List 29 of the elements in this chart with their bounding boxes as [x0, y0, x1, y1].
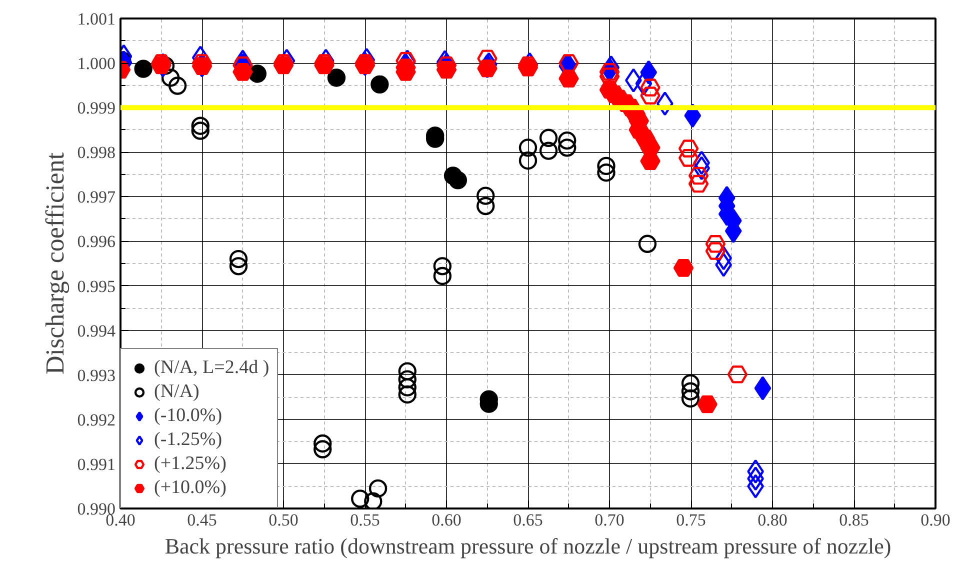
y-tick-label: 0.999 [77, 98, 116, 118]
y-tick-label: 1.001 [77, 10, 116, 28]
x-tick-label: 0.80 [758, 510, 788, 530]
x-tick-label: 0.85 [839, 510, 869, 530]
x-axis-title: Back pressure ratio (downstream pressure of nozzle / upstream pressure of nozzle) [164, 534, 892, 558]
x-tick-label: 0.75 [676, 510, 706, 530]
y-tick-label: 0.995 [77, 276, 116, 296]
legend-label: (-10.0%) [154, 405, 222, 427]
y-tick-label: 0.997 [77, 188, 116, 207]
y-tick-label: 1.000 [77, 54, 116, 74]
x-tick-label: 0.55 [350, 510, 380, 530]
y-tick-label: 0.994 [77, 321, 116, 340]
y-tick-label: 0.993 [77, 366, 116, 385]
y-tick-label: 0.991 [77, 454, 116, 474]
legend-label: (N/A, L=2.4d ) [154, 357, 270, 379]
x-tick-label: 0.45 [187, 510, 217, 530]
x-tick-label: 0.90 [920, 510, 950, 530]
x-tick-label: 0.65 [513, 510, 543, 530]
legend-label: (N/A) [154, 381, 200, 403]
y-tick-label: 0.998 [77, 143, 116, 162]
legend-label: (+1.25%) [154, 453, 226, 475]
x-tick-label: 0.50 [268, 510, 298, 530]
x-tick-label: 0.60 [432, 510, 462, 530]
y-tick-label: 0.996 [77, 232, 116, 252]
legend-label: (+10.0%) [154, 477, 226, 499]
x-tick-label: 0.70 [594, 510, 624, 530]
y-axis-title: Discharge coefficient [40, 152, 70, 375]
y-tick-label: 0.992 [77, 410, 116, 430]
legend-label: (-1.25%) [154, 429, 222, 451]
